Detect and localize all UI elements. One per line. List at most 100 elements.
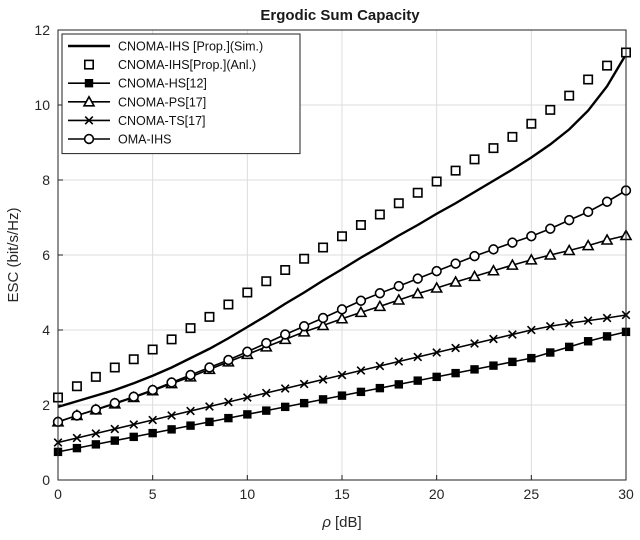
x-axis-symbol: ρ: [321, 514, 331, 531]
legend-marker: [83, 133, 95, 145]
series-5: [53, 310, 631, 447]
legend-marker: [82, 95, 96, 107]
data-point: [280, 384, 290, 393]
data-point: [318, 242, 329, 253]
data-point: [224, 413, 233, 423]
data-point: [128, 354, 139, 365]
data-point: [524, 253, 538, 265]
data-point: [337, 370, 347, 380]
data-point: [564, 342, 574, 352]
data-point: [545, 223, 556, 234]
data-point: [582, 206, 594, 218]
data-point: [468, 269, 481, 282]
chart-title: Ergodic Sum Capacity: [260, 7, 420, 24]
data-point: [318, 375, 328, 384]
data-point: [335, 312, 349, 324]
y-tick-label: 8: [42, 172, 50, 188]
data-point: [71, 410, 83, 421]
data-point: [167, 411, 176, 420]
data-point: [317, 312, 329, 324]
legend-label: OMA-IHS: [118, 133, 171, 147]
data-point: [601, 196, 613, 207]
data-point: [336, 304, 348, 315]
data-point: [242, 393, 252, 402]
data-point: [583, 337, 593, 346]
data-point: [432, 372, 441, 382]
data-point: [430, 281, 444, 293]
data-point: [450, 165, 461, 176]
data-point: [489, 334, 498, 344]
series-6: [52, 185, 632, 428]
y-tick-label: 2: [42, 397, 50, 413]
data-point: [394, 380, 403, 389]
x-tick-label: 0: [54, 486, 62, 502]
y-tick-label: 12: [34, 22, 50, 38]
data-point: [602, 313, 612, 323]
data-point: [488, 244, 499, 255]
data-point: [90, 371, 101, 382]
data-point: [205, 402, 214, 411]
data-point: [373, 299, 387, 312]
data-point: [563, 214, 575, 226]
x-tick-label: 5: [149, 486, 157, 502]
data-point: [412, 187, 423, 198]
data-point: [489, 361, 498, 370]
data-point: [243, 410, 252, 419]
legend-label: CNOMA-PS[17]: [118, 95, 206, 109]
data-point: [450, 258, 461, 269]
data-point: [507, 131, 518, 142]
data-point: [602, 60, 613, 71]
data-point: [488, 143, 499, 154]
data-point: [431, 176, 442, 187]
data-point: [71, 381, 82, 392]
data-point: [583, 316, 593, 325]
data-point: [356, 366, 366, 375]
x-tick-label: 25: [524, 486, 540, 502]
data-point: [204, 362, 215, 373]
data-point: [375, 383, 385, 393]
legend: CNOMA-IHS [Prop.](Sim.) CNOMA-IHS[Prop.](…: [61, 33, 301, 155]
data-point: [90, 404, 102, 415]
data-point: [451, 343, 460, 353]
data-point: [109, 362, 120, 373]
data-point: [147, 344, 158, 355]
data-point: [167, 425, 176, 434]
data-point: [546, 348, 555, 357]
x-tick-label: 30: [618, 486, 634, 502]
data-point: [299, 253, 310, 264]
data-point: [449, 275, 462, 287]
series-2: [52, 47, 631, 403]
data-point: [110, 424, 120, 434]
data-point: [600, 233, 614, 245]
data-point: [223, 354, 234, 366]
y-tick-label: 4: [42, 322, 50, 338]
data-point: [280, 329, 291, 340]
data-point: [223, 299, 234, 310]
data-point: [129, 432, 138, 442]
data-point: [336, 231, 347, 242]
data-point: [469, 154, 480, 165]
data-point: [148, 415, 158, 425]
data-point: [508, 330, 517, 339]
series-layer: [51, 47, 633, 457]
data-point: [205, 417, 214, 427]
data-point: [355, 295, 367, 306]
data-point: [469, 250, 480, 262]
legend-item: CNOMA-IHS[Prop.](Anl.): [84, 58, 256, 72]
data-point: [393, 198, 404, 209]
data-point: [204, 311, 215, 322]
data-point: [562, 243, 576, 256]
data-point: [185, 369, 196, 381]
data-point: [186, 421, 195, 430]
data-point: [110, 436, 120, 445]
data-point: [299, 379, 309, 389]
data-point: [564, 90, 575, 101]
data-point: [261, 337, 272, 349]
data-point: [413, 352, 423, 362]
data-point: [261, 276, 272, 287]
data-point: [262, 406, 271, 415]
x-tick-label: 15: [334, 486, 350, 502]
legend-marker: [84, 79, 94, 88]
data-point: [470, 339, 479, 348]
